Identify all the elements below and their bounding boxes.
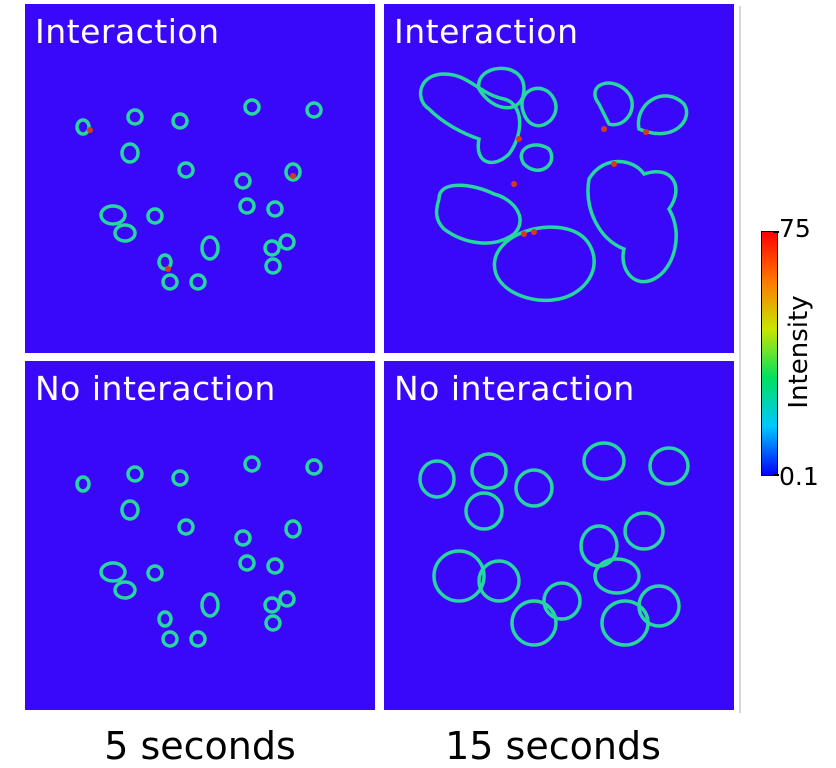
separator-line	[739, 6, 741, 713]
cell-ring	[238, 197, 256, 215]
cell-ring	[234, 529, 252, 547]
colorbar-max-label: 75	[779, 214, 811, 243]
cell-ring	[189, 630, 207, 648]
cell-ring	[464, 491, 504, 531]
panel-image	[384, 4, 734, 353]
cell-ring	[113, 223, 137, 243]
cell-outline	[593, 81, 634, 127]
colorbar-min-label: 0.1	[779, 462, 819, 491]
colorbar-title: Intensity	[784, 295, 814, 409]
cell-ring	[75, 475, 91, 493]
cell-ring	[146, 564, 164, 582]
cell-ring	[593, 557, 641, 595]
hotspot	[531, 229, 537, 235]
cell-ring	[177, 518, 195, 536]
hotspot	[165, 266, 171, 272]
cell-ring	[264, 614, 282, 632]
cell-ring	[582, 441, 626, 481]
cell-ring	[99, 204, 127, 226]
cell-ring	[263, 239, 281, 257]
cell-outline	[519, 143, 554, 172]
panel-image	[384, 361, 734, 710]
cell-ring	[120, 499, 140, 521]
cell-ring	[146, 207, 164, 225]
cell-ring	[637, 584, 681, 628]
panel-no-interaction-15s: No interaction	[384, 361, 734, 710]
cell-ring	[75, 118, 91, 136]
colorbar-max-tick	[773, 231, 779, 233]
cell-ring	[171, 112, 189, 130]
panel-image	[25, 361, 375, 710]
hotspot	[511, 181, 517, 187]
panel-background	[25, 361, 375, 710]
cell-ring	[126, 108, 144, 126]
cell-outline	[434, 183, 522, 245]
cell-ring	[177, 161, 195, 179]
panel-image	[25, 4, 375, 353]
cell-outline	[477, 66, 526, 110]
hotspot	[601, 126, 607, 132]
cell-ring	[305, 101, 323, 119]
time-label-15s: 15 seconds	[445, 724, 661, 768]
cell-ring	[514, 468, 554, 508]
cell-ring	[234, 172, 252, 190]
cell-ring	[171, 469, 189, 487]
panel-label: Interaction	[35, 12, 220, 51]
cell-ring	[305, 458, 323, 476]
cell-ring	[284, 162, 302, 182]
colorbar-min-tick	[773, 474, 779, 476]
cell-ring	[432, 549, 486, 603]
cell-ring	[263, 596, 281, 614]
cell-ring	[284, 519, 302, 539]
cell-ring	[510, 599, 558, 647]
cell-outline	[418, 72, 522, 165]
cell-outline	[520, 86, 558, 128]
panel-label: Interaction	[394, 12, 579, 51]
cell-ring	[264, 257, 282, 275]
cell-ring	[200, 235, 220, 261]
cell-ring	[623, 511, 665, 551]
cell-ring	[470, 452, 508, 490]
cell-ring	[238, 554, 256, 572]
cell-ring	[477, 559, 521, 603]
cell-ring	[418, 459, 456, 499]
hotspot	[516, 136, 522, 142]
cell-ring	[189, 273, 207, 291]
cell-ring	[648, 446, 690, 486]
cell-ring	[99, 561, 127, 583]
cell-ring	[278, 590, 296, 608]
cell-outline	[492, 225, 596, 302]
cell-ring	[243, 455, 261, 473]
hotspot	[521, 231, 527, 237]
cell-ring	[161, 630, 179, 648]
panel-background	[384, 361, 734, 710]
cell-ring	[126, 465, 144, 483]
panel-interaction-15s: Interaction	[384, 4, 734, 353]
hotspot	[611, 161, 617, 167]
cell-ring	[542, 581, 582, 621]
cell-ring	[266, 200, 284, 218]
hotspot	[87, 127, 93, 133]
cell-ring	[157, 610, 173, 628]
panel-no-interaction-5s: No interaction	[25, 361, 375, 710]
cell-ring	[200, 592, 220, 618]
cell-ring	[266, 557, 284, 575]
panel-label: No interaction	[35, 369, 276, 408]
cell-outline	[586, 159, 678, 284]
panel-label: No interaction	[394, 369, 635, 408]
cell-ring	[113, 580, 137, 600]
panel-background	[384, 4, 734, 353]
cell-ring	[243, 98, 261, 116]
cell-ring	[161, 273, 179, 291]
panel-background	[25, 4, 375, 353]
cell-ring	[120, 142, 140, 164]
colorbar	[761, 231, 778, 476]
hotspot	[290, 173, 296, 179]
cell-ring	[278, 233, 296, 251]
time-label-5s: 5 seconds	[104, 724, 296, 768]
hotspot	[643, 129, 649, 135]
panel-interaction-5s: Interaction	[25, 4, 375, 353]
cell-outline	[636, 94, 689, 136]
